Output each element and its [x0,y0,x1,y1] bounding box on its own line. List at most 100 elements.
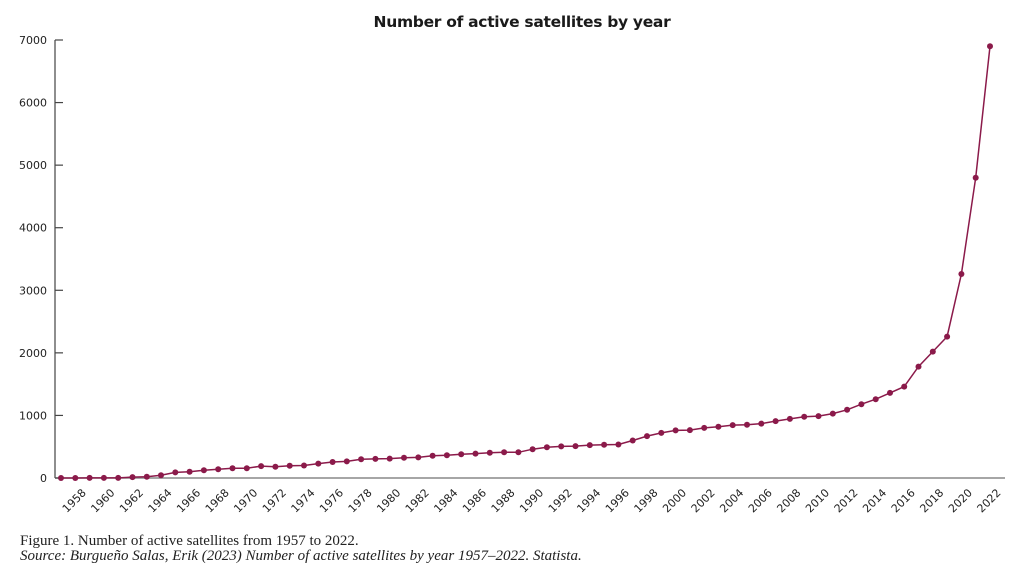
x-tick-label: 2002 [689,486,718,515]
series-line [61,46,991,479]
x-axis-ticks: 1958 1960 1962 1964 1966 1968 1970 1972 1974 1976… [60,486,1004,515]
x-tick-label: 2018 [917,486,946,515]
figure-caption: Figure 1. Number of active satellites fr… [20,534,582,564]
data-point [486,449,493,456]
axes [54,40,1005,479]
data-point [558,443,565,450]
data-point [758,420,765,427]
x-tick-label: 1980 [374,486,403,515]
data-point [343,458,350,465]
data-point [186,468,193,475]
data-point [158,472,164,479]
data-point [115,474,122,481]
data-point [844,406,851,413]
data-point [143,473,150,480]
data-point [658,429,665,436]
data-point [358,456,365,463]
x-tick-label: 1984 [431,486,460,515]
data-point [786,415,793,422]
y-tick-label: 1000 [19,409,47,422]
x-tick-label: 2022 [975,486,1004,515]
x-tick-label: 2006 [746,486,775,515]
data-point [415,454,422,461]
data-point [72,475,79,481]
data-point [944,333,951,340]
data-point [801,413,808,420]
figure-source-text: Source: Burgueño Salas, Erik (2023) Numb… [20,548,582,564]
x-tick-label: 1986 [460,486,489,515]
data-point [372,455,379,462]
data-point [258,463,265,470]
data-point [458,451,465,458]
data-point [515,449,522,456]
y-tick-label: 6000 [19,97,47,110]
y-tick-label: 7000 [19,34,47,47]
data-point [129,474,136,481]
data-point [915,363,922,370]
x-tick-label: 2004 [717,486,746,515]
data-point [815,413,822,420]
data-point [858,401,865,408]
data-point [572,443,579,450]
y-tick-label: 3000 [19,284,47,297]
data-point [586,442,593,449]
x-tick-label: 1978 [346,486,375,515]
data-point [200,467,207,474]
chart-title: Number of active satellites by year [374,13,672,31]
series-active-satellites [58,43,993,481]
x-tick-label: 1972 [260,486,289,515]
line-chart: Number of active satellites by year 0 100… [19,13,1005,515]
x-tick-label: 2000 [660,486,689,515]
data-point [744,421,750,428]
x-tick-label: 1962 [117,486,146,515]
x-tick-label: 1960 [88,486,117,515]
x-tick-label: 1974 [289,486,318,515]
data-point [829,410,836,417]
data-point [472,450,479,457]
x-tick-label: 1982 [403,486,432,515]
x-tick-label: 1966 [174,486,203,515]
x-tick-label: 1996 [603,486,632,515]
x-tick-label: 1958 [60,486,89,515]
x-tick-label: 1990 [517,486,546,515]
x-tick-label: 1988 [489,486,518,515]
data-point [715,423,722,430]
data-point [86,474,93,481]
data-point [887,389,893,396]
data-point [301,462,307,469]
x-tick-label: 1998 [632,486,661,515]
data-point [243,465,250,472]
y-tick-label: 0 [40,472,47,485]
data-point [386,455,393,462]
x-tick-label: 2010 [803,486,832,515]
data-point [272,463,279,470]
x-tick-label: 2008 [774,486,803,515]
y-tick-label: 2000 [19,347,47,360]
data-point [229,465,236,472]
x-tick-label: 2014 [860,486,889,515]
data-point [329,459,336,465]
data-point [315,460,322,467]
x-tick-label: 1976 [317,486,346,515]
data-point [872,396,879,403]
data-point [529,446,536,453]
x-tick-label: 1970 [231,486,260,515]
y-axis-ticks: 0 1000 2000 3000 4000 5000 6000 7000 [19,34,63,485]
figure-caption-text: Figure 1. Number of active satellites fr… [20,533,359,549]
data-point [672,427,679,434]
data-point [401,454,407,461]
data-point [543,444,550,451]
data-point [100,474,107,481]
data-point [701,424,708,431]
data-point [601,441,608,448]
x-tick-label: 2016 [889,486,918,515]
data-point [729,422,736,429]
x-tick-label: 1992 [546,486,575,515]
data-point [629,437,636,444]
data-point [58,475,64,481]
data-point [215,466,222,473]
x-tick-label: 1994 [574,486,603,515]
data-point [501,449,508,456]
data-point [644,433,650,440]
data-point [615,441,622,448]
